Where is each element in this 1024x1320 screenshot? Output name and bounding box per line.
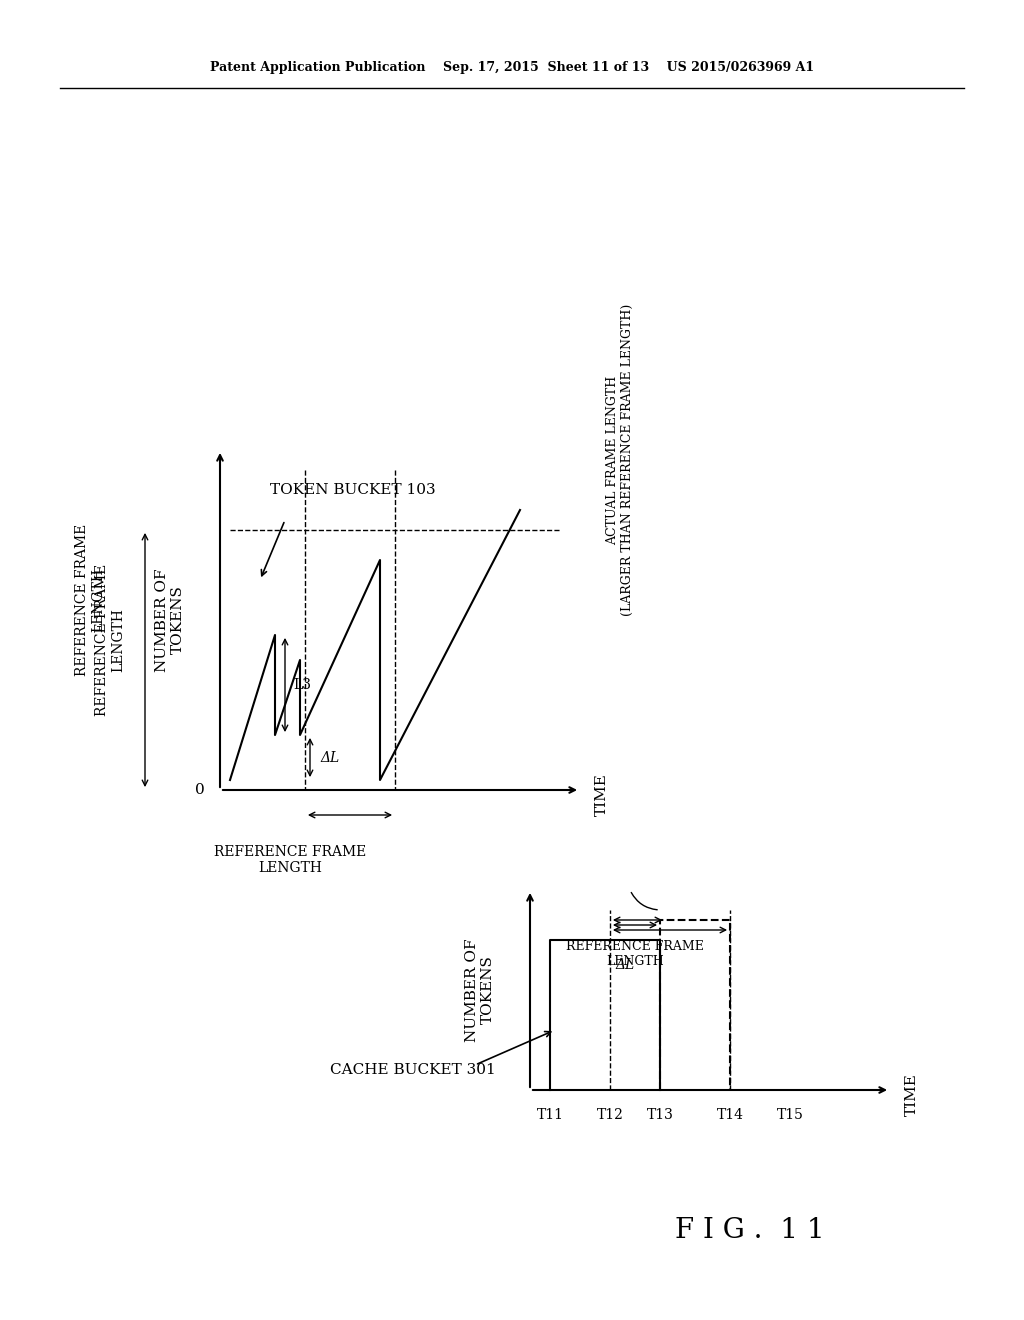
Text: T11: T11: [537, 1107, 563, 1122]
Text: F I G .  1 1: F I G . 1 1: [675, 1217, 824, 1243]
Text: CACHE BUCKET 301: CACHE BUCKET 301: [330, 1063, 496, 1077]
Text: T13: T13: [646, 1107, 674, 1122]
Text: ΔL: ΔL: [319, 751, 339, 764]
Text: TIME: TIME: [905, 1073, 919, 1117]
Text: REFERENCE FRAME
LENGTH: REFERENCE FRAME LENGTH: [214, 845, 367, 875]
Text: REFERENCE FRAME
LENGTH: REFERENCE FRAME LENGTH: [95, 564, 125, 717]
Text: REFERENCE FRAME
LENGTH: REFERENCE FRAME LENGTH: [75, 524, 105, 676]
Text: L3: L3: [293, 678, 311, 692]
Text: NUMBER OF
TOKENS: NUMBER OF TOKENS: [465, 939, 495, 1041]
Text: ΔL: ΔL: [615, 958, 635, 972]
Text: T15: T15: [776, 1107, 804, 1122]
Text: NUMBER OF
TOKENS: NUMBER OF TOKENS: [155, 568, 185, 672]
Text: ACTUAL FRAME LENGTH
(LARGER THAN REFERENCE FRAME LENGTH): ACTUAL FRAME LENGTH (LARGER THAN REFEREN…: [606, 304, 634, 616]
Text: 0: 0: [196, 783, 205, 797]
Text: TOKEN BUCKET 103: TOKEN BUCKET 103: [270, 483, 435, 498]
Text: T12: T12: [597, 1107, 624, 1122]
Text: REFERENCE FRAME
LENGTH: REFERENCE FRAME LENGTH: [566, 940, 703, 968]
Text: Patent Application Publication    Sep. 17, 2015  Sheet 11 of 13    US 2015/02639: Patent Application Publication Sep. 17, …: [210, 62, 814, 74]
Text: TIME: TIME: [595, 774, 609, 817]
Text: T14: T14: [717, 1107, 743, 1122]
